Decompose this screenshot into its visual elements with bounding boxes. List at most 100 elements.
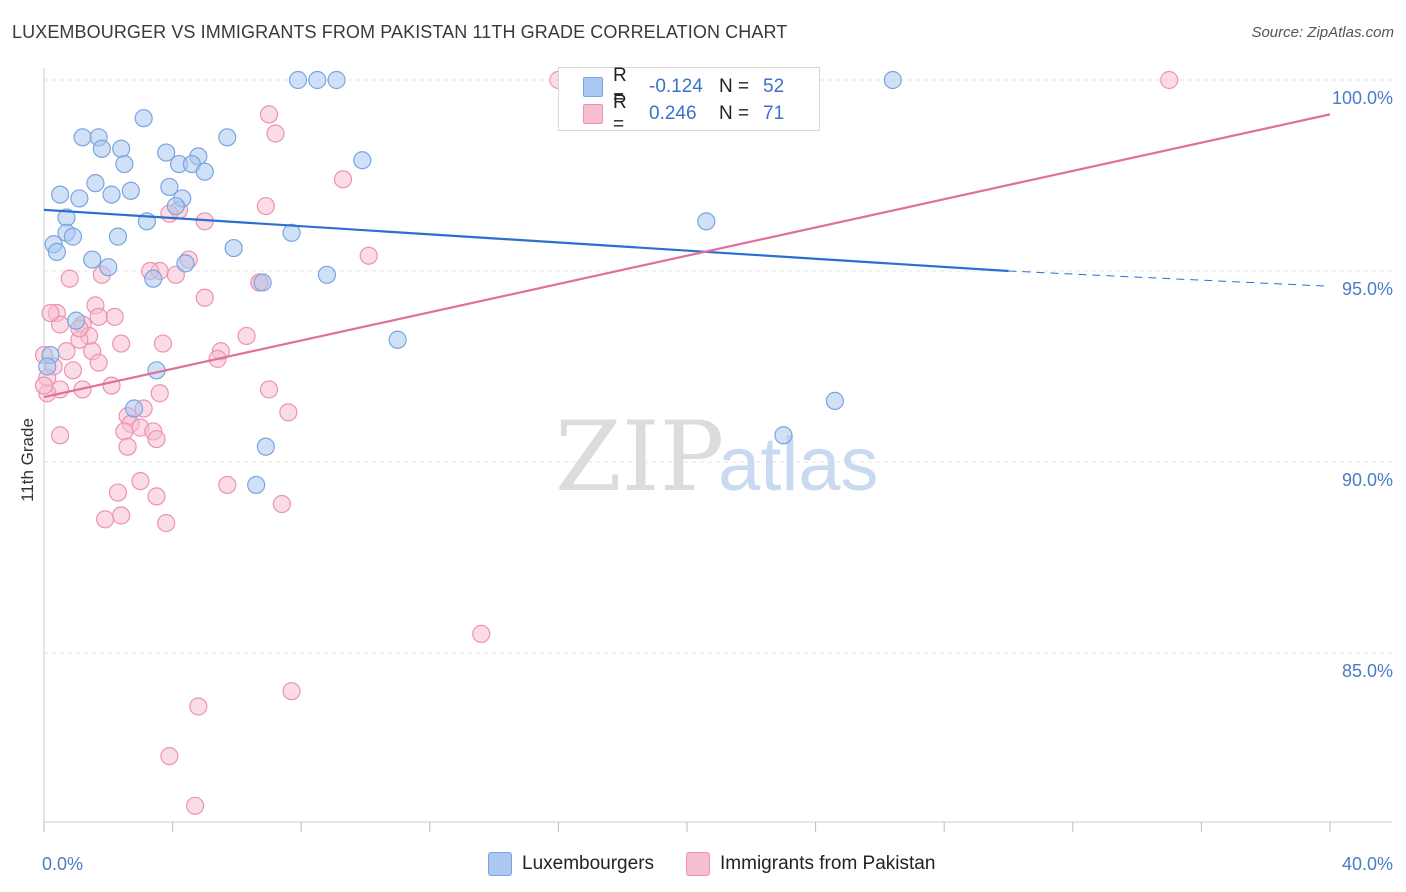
x-tick-label: 40.0% bbox=[1342, 854, 1393, 874]
luxembourger-point bbox=[121, 181, 140, 200]
pakistan-point bbox=[112, 334, 131, 353]
luxembourger-point bbox=[92, 139, 111, 158]
tick-labels: 100.0% 95.0% 90.0% 85.0% 0.0% 40.0% bbox=[42, 88, 1393, 874]
watermark-zip: ZIP bbox=[555, 401, 724, 513]
pakistan-point bbox=[160, 747, 179, 766]
luxembourger-point bbox=[883, 70, 902, 90]
luxembourger-point bbox=[144, 269, 163, 288]
luxembourger-point bbox=[112, 139, 131, 158]
pakistan-point bbox=[131, 472, 150, 491]
pink-swatch bbox=[686, 852, 711, 876]
pakistan-point bbox=[189, 697, 208, 716]
luxembourger-point bbox=[102, 185, 121, 204]
x-tick-label: 0.0% bbox=[42, 854, 83, 874]
pakistan-point bbox=[95, 510, 115, 529]
luxembourger-point bbox=[47, 242, 66, 261]
luxembourger-point bbox=[108, 227, 128, 246]
pakistan-point bbox=[256, 196, 275, 216]
pakistan-point bbox=[279, 403, 298, 422]
pakistan-point bbox=[282, 682, 301, 701]
pink-swatch bbox=[583, 104, 603, 124]
blue-swatch bbox=[488, 852, 512, 876]
pakistan-point bbox=[34, 376, 54, 395]
luxembourger-point bbox=[224, 238, 243, 258]
pakistan-point bbox=[108, 483, 128, 502]
pakistan-point bbox=[89, 307, 108, 326]
y-axis-title: 11th Grade bbox=[18, 418, 37, 502]
luxembourger-point bbox=[134, 109, 153, 128]
blue-swatch bbox=[583, 77, 603, 97]
y-tick-label: 85.0% bbox=[1342, 661, 1393, 681]
luxembourger-point bbox=[38, 357, 57, 376]
n-value: 52 bbox=[763, 76, 785, 97]
stats-legend: R = -0.124 N = 52 R = 0.246 N = 71 bbox=[558, 65, 820, 135]
pakistan-point bbox=[359, 246, 378, 265]
luxembourger-point bbox=[353, 151, 372, 170]
axes bbox=[43, 68, 1392, 832]
luxembourger-point bbox=[50, 185, 70, 204]
luxembourger-point bbox=[288, 70, 308, 90]
pakistan-point bbox=[60, 269, 79, 288]
luxembourger-point bbox=[157, 143, 176, 162]
series-legend: Luxembourgers Immigrants from Pakistan bbox=[488, 852, 967, 876]
luxembourger-point bbox=[774, 426, 793, 445]
luxembourger-point bbox=[317, 265, 337, 284]
pakistan-point bbox=[147, 487, 166, 506]
watermark-atlas: atlas bbox=[718, 422, 879, 507]
luxembourger-point bbox=[825, 391, 844, 410]
grid-lines bbox=[44, 79, 1392, 654]
pakistan-point bbox=[118, 437, 137, 456]
luxembourger-point bbox=[176, 254, 195, 273]
luxembourger-point bbox=[282, 223, 301, 242]
chart-title: LUXEMBOURGER VS IMMIGRANTS FROM PAKISTAN… bbox=[12, 22, 788, 42]
pakistan-point bbox=[195, 288, 214, 307]
pakistan-point bbox=[333, 170, 353, 189]
pakistan-point bbox=[150, 384, 169, 403]
pakistan-point bbox=[63, 361, 83, 380]
pakistan-point bbox=[50, 426, 70, 445]
legend-label: Luxembourgers bbox=[522, 853, 655, 874]
luxembourger-point bbox=[86, 174, 105, 193]
n-label: N = bbox=[719, 103, 750, 124]
r-value: 0.246 bbox=[649, 103, 697, 124]
pakistan-point bbox=[41, 303, 60, 323]
luxembourger-point bbox=[124, 399, 144, 418]
luxembourger-point bbox=[195, 162, 214, 181]
pakistan-point bbox=[266, 124, 285, 143]
luxembourger-point bbox=[99, 258, 118, 277]
luxembourger-point bbox=[63, 227, 83, 246]
pakistan-point bbox=[105, 307, 124, 326]
legend-row-pink: R = 0.246 N = 71 bbox=[583, 92, 784, 135]
luxembourger-point bbox=[70, 189, 89, 208]
r-value: -0.124 bbox=[649, 76, 703, 97]
luxembourger-point bbox=[160, 177, 179, 197]
pakistan-point bbox=[259, 105, 279, 124]
luxembourger-point bbox=[73, 128, 92, 147]
pakistan-point bbox=[153, 334, 173, 353]
pakistan-point bbox=[259, 380, 279, 399]
luxembourger-point bbox=[67, 311, 86, 330]
pakistan-point bbox=[102, 376, 121, 395]
luxembourger-point bbox=[388, 330, 407, 349]
pakistan-point bbox=[112, 506, 131, 525]
pakistan-point bbox=[218, 475, 237, 495]
luxembourger-point bbox=[327, 70, 346, 90]
luxembourger-point bbox=[83, 250, 102, 269]
luxembourger-point bbox=[218, 128, 237, 147]
luxembourger-point bbox=[115, 154, 134, 174]
luxembourger-point bbox=[308, 70, 327, 90]
n-label: N = bbox=[719, 76, 750, 97]
pakistan-point bbox=[147, 429, 166, 449]
legend-label: Immigrants from Pakistan bbox=[720, 853, 936, 874]
luxembourger-trend-line bbox=[43, 208, 1009, 273]
y-tick-label: 90.0% bbox=[1342, 470, 1393, 490]
pakistan-point bbox=[237, 326, 256, 346]
legend-row-blue: R = -0.124 N = 52 bbox=[583, 65, 785, 108]
luxembourger-point bbox=[697, 212, 716, 231]
y-tick-label: 95.0% bbox=[1342, 279, 1393, 299]
luxembourger-point bbox=[253, 273, 272, 292]
pakistan-point bbox=[157, 514, 176, 533]
r-label: R = bbox=[613, 65, 627, 108]
r-label: R = bbox=[613, 92, 627, 135]
y-tick-label: 100.0% bbox=[1332, 88, 1393, 108]
